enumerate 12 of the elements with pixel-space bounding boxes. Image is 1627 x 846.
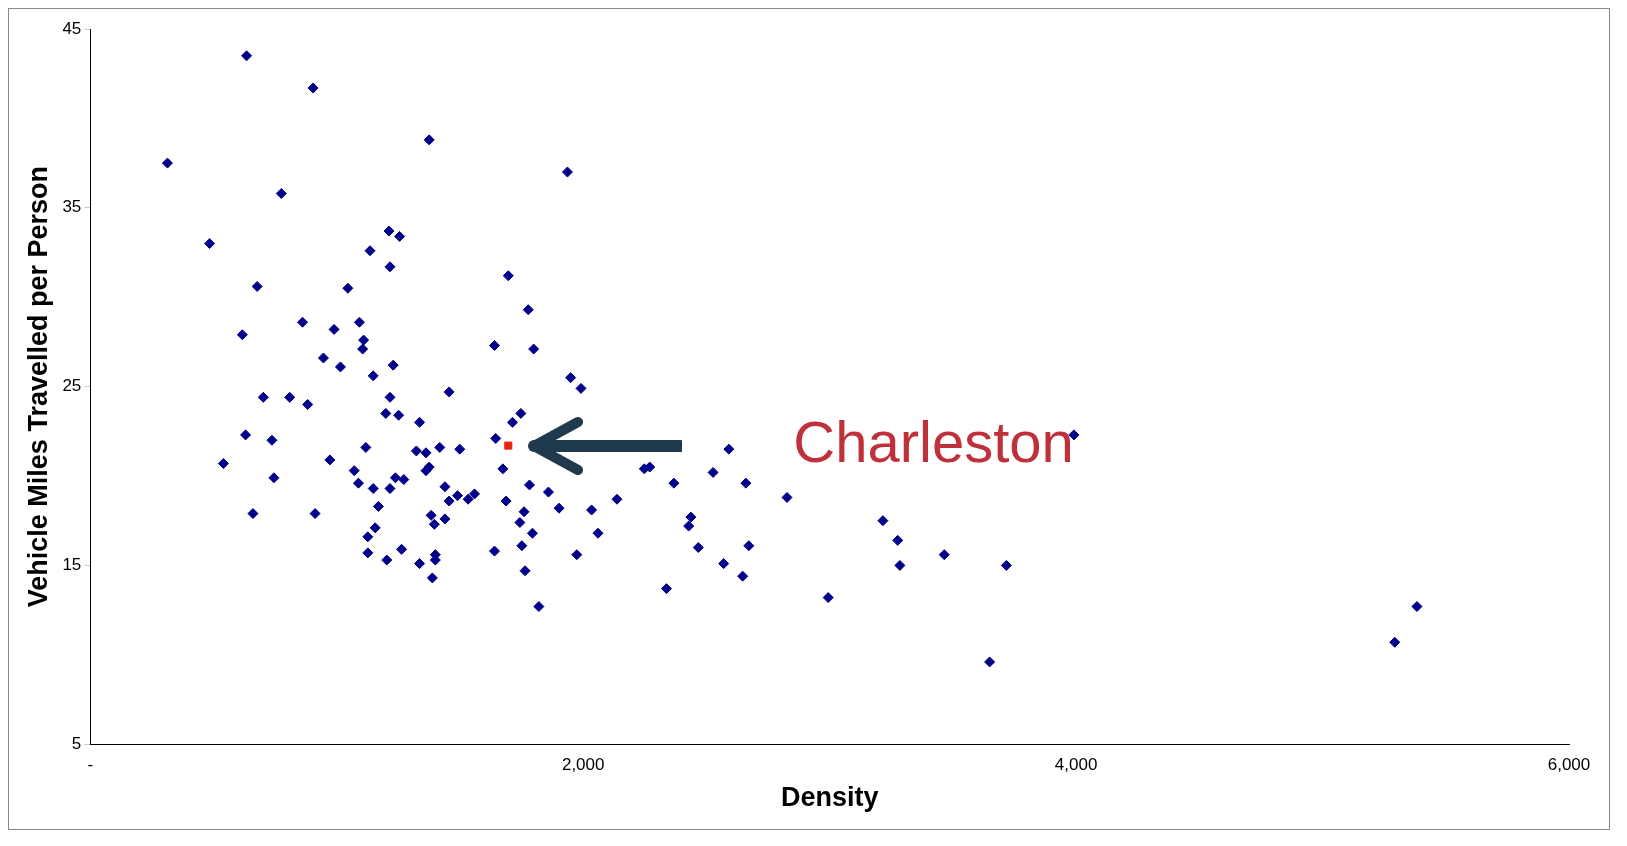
y-tick-label: 25 xyxy=(62,376,82,396)
y-tick-label: 5 xyxy=(71,733,82,753)
y-tick-label: 35 xyxy=(62,197,82,217)
y-tick-label: 15 xyxy=(62,555,82,575)
x-tick-label: 4,000 xyxy=(1054,755,1098,775)
x-tick-label: 6,000 xyxy=(1547,755,1591,775)
annotation: Charleston xyxy=(793,408,1074,474)
y-axis-title: Vehicle Miles Travelled per Person xyxy=(22,165,53,608)
y-tick-label: 45 xyxy=(62,18,82,38)
x-tick-label: - xyxy=(87,755,94,775)
x-tick-label: 2,000 xyxy=(561,755,605,775)
x-axis-title: Density xyxy=(780,782,879,813)
